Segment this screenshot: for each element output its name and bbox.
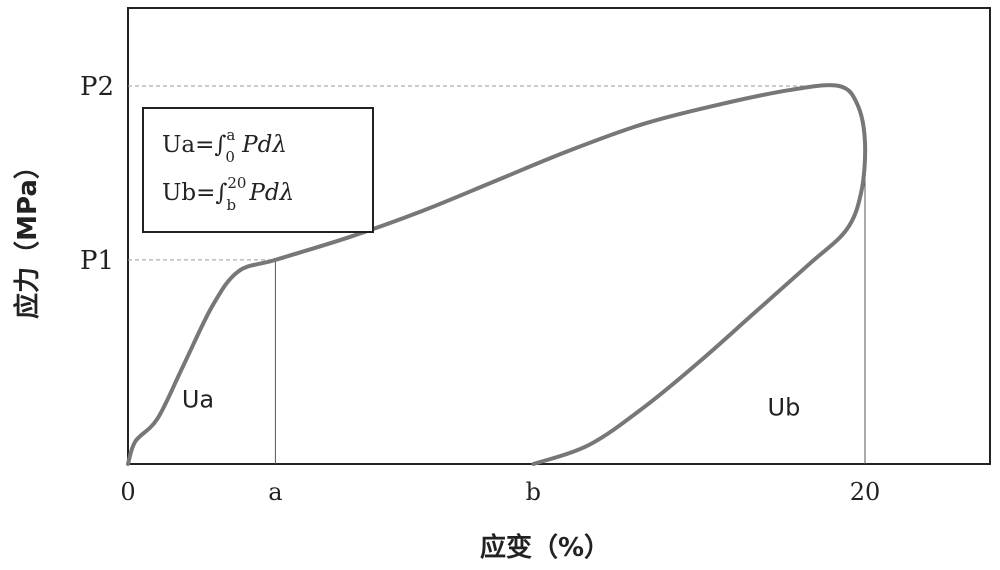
legend-2-prefix: Ub=∫ <box>162 180 227 206</box>
x-tick-label: b <box>526 478 541 506</box>
x-tick-label: 20 <box>850 478 881 506</box>
formula-legend: Ua=∫a 0 Pdλ Ub=∫20 b Pdλ <box>142 107 374 233</box>
region-labels: Ua Ub <box>182 386 800 422</box>
hysteresis-curve <box>126 83 868 466</box>
legend-2-body: Pdλ <box>242 180 294 206</box>
legend-1-sub: 0 <box>225 148 235 166</box>
legend-1-body: Pdλ <box>235 132 287 158</box>
y-tick-label: P2 <box>80 72 114 102</box>
legend-line-2: Ub=∫20 b Pdλ <box>162 174 294 214</box>
legend-line-1: Ua=∫a 0 Pdλ <box>162 126 287 166</box>
region-label: Ub <box>768 393 801 421</box>
plot-frame <box>127 7 991 465</box>
legend-box <box>142 107 374 233</box>
legend-1-sup: a <box>226 126 235 144</box>
legend-2-sup: 20 <box>227 174 246 192</box>
legend-2-sub: b <box>226 196 236 214</box>
y-axis-title: 应力（MPa） <box>12 153 43 319</box>
region-label: Ua <box>182 386 214 414</box>
y-tick-label: P1 <box>80 246 114 276</box>
y-tick-labels: P1 P2 <box>80 72 114 276</box>
x-tick-label: 0 <box>120 478 135 506</box>
legend-1-prefix: Ua=∫ <box>162 132 226 158</box>
x-tick-label: a <box>268 478 282 506</box>
x-tick-labels: 0 a b 20 <box>120 478 880 506</box>
x-axis-title: 应变（%） <box>480 532 610 563</box>
